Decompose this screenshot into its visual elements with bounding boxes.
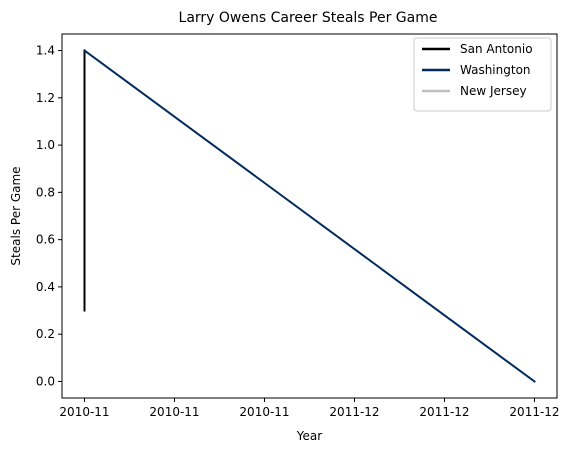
x-tick-label: 2011-12 xyxy=(419,405,469,419)
y-tick-label: 1.2 xyxy=(36,91,55,105)
y-tick-label: 0.2 xyxy=(36,327,55,341)
legend-label: New Jersey xyxy=(460,84,527,98)
chart-title: Larry Owens Career Steals Per Game xyxy=(179,10,438,26)
y-tick-label: 0.8 xyxy=(36,185,55,199)
series-layer xyxy=(83,49,536,383)
y-tick-label: 0.0 xyxy=(36,374,55,388)
x-tick-label: 2010-11 xyxy=(59,405,109,419)
x-tick-label: 2010-11 xyxy=(149,405,199,419)
legend-box xyxy=(413,37,552,112)
y-tick-label: 0.6 xyxy=(36,233,55,247)
plot-frame xyxy=(61,33,558,399)
series-line-washington xyxy=(83,49,536,383)
y-axis-title: Steals Per Game xyxy=(9,166,23,265)
legend: San Antonio Washington New Jersey xyxy=(413,37,552,112)
y-tick-label: 1.4 xyxy=(36,44,55,58)
x-tick-label: 2010-11 xyxy=(239,405,289,419)
y-tick-label: 0.4 xyxy=(36,280,55,294)
x-axis: 2010-11 2010-11 2010-11 2011-12 2011-12 2011-… xyxy=(59,398,560,419)
x-tick-label: 2011-12 xyxy=(509,405,559,419)
x-axis-title: Year xyxy=(296,429,322,443)
y-axis: 0.0 0.2 0.4 0.6 0.8 1.0 1.2 1.4 xyxy=(36,44,62,388)
legend-label: Washington xyxy=(460,63,531,77)
legend-label: San Antonio xyxy=(460,42,533,56)
x-tick-label: 2011-12 xyxy=(329,405,379,419)
y-tick-label: 1.0 xyxy=(36,138,55,152)
